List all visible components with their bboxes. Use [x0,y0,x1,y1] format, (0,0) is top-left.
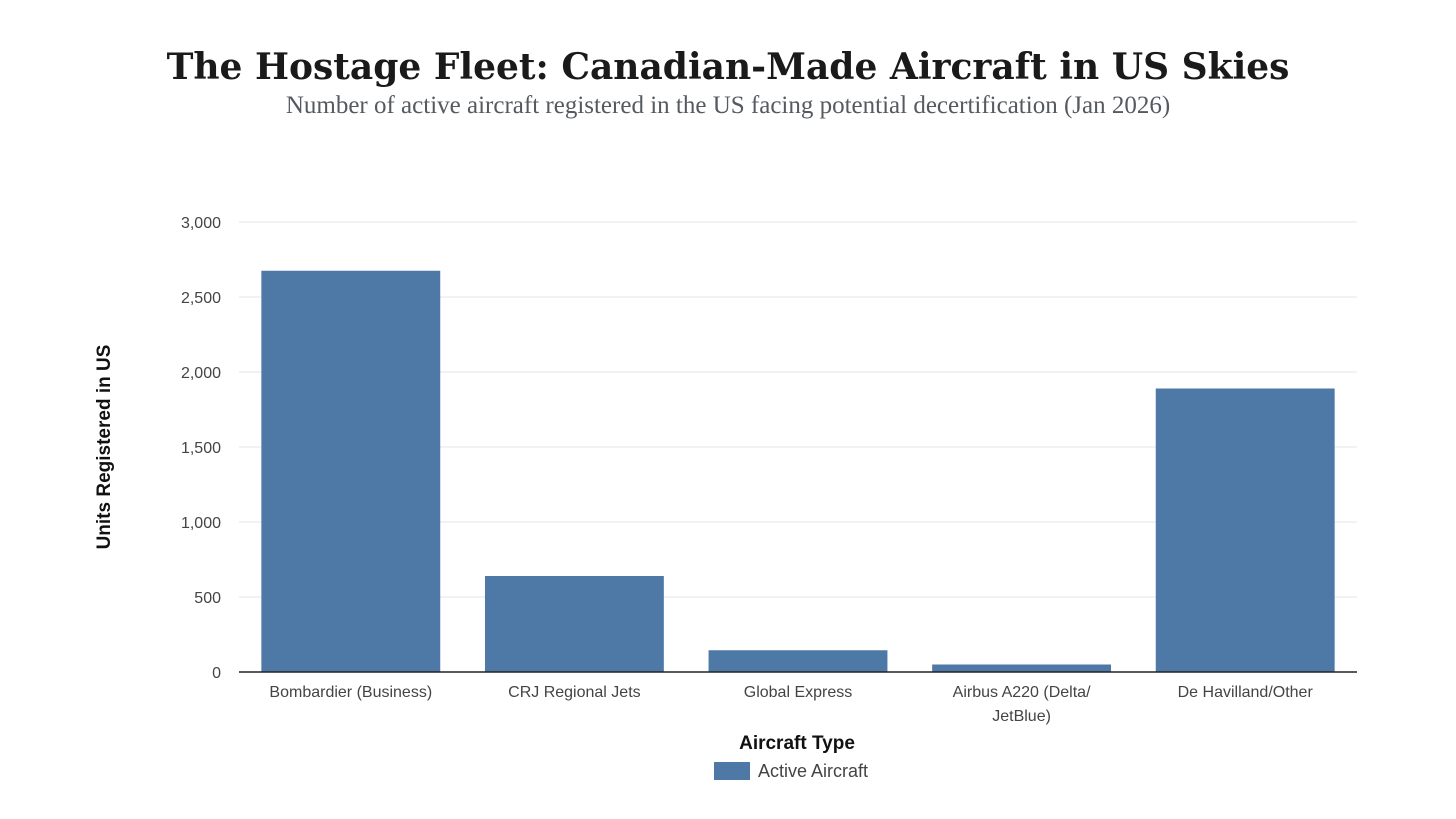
legend-swatch [714,762,750,780]
y-tick-labels: 0 500 1,000 1,500 2,000 2,500 3,000 [181,215,221,682]
x-category-label: Global Express [744,684,853,701]
bar-3[interactable] [932,664,1112,673]
x-category-labels: Bombardier (Business) CRJ Regional Jets Gl… [269,684,1313,725]
chart-subtitle: Number of active aircraft registered in … [285,92,1171,119]
y-tick-label: 3,000 [181,215,221,232]
bars [261,270,1335,673]
x-axis-title: Aircraft Type [739,733,855,754]
legend-label: Active Aircraft [758,761,868,781]
y-tick-label: 2,000 [181,365,221,382]
x-category-label: Bombardier (Business) [269,684,432,701]
y-tick-label: 500 [194,590,221,607]
legend: Active Aircraft [714,761,868,781]
y-axis-title: Units Registered in US [94,345,115,550]
y-tick-label: 2,500 [181,290,221,307]
x-category-label: CRJ Regional Jets [508,684,641,701]
x-category-label: De Havilland/Other [1178,684,1314,701]
bar-1[interactable] [484,576,664,672]
bar-0[interactable] [261,270,441,672]
y-tick-label: 0 [212,665,221,682]
chart-title: The Hostage Fleet: Canadian-Made Aircraf… [166,46,1290,88]
y-tick-label: 1,500 [181,440,221,457]
bar-2[interactable] [708,650,888,672]
bar-4[interactable] [1155,388,1335,673]
x-category-label: Airbus A220 (Delta/JetBlue) [953,684,1091,725]
y-tick-label: 1,000 [181,515,221,532]
